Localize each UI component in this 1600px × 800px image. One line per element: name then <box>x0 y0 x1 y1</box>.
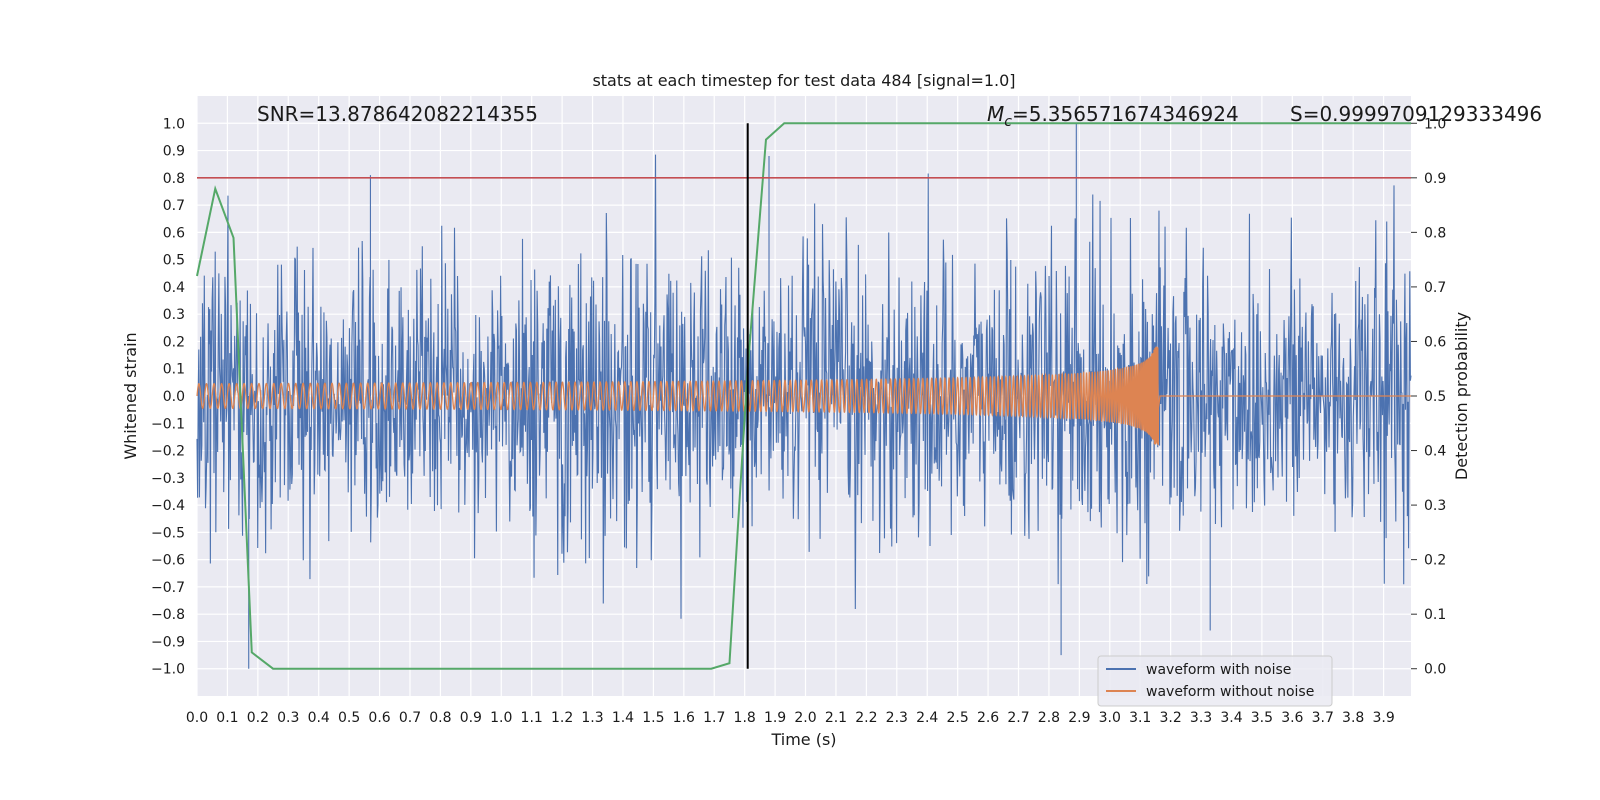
y-tick-label: 0.6 <box>163 225 185 241</box>
x-tick-label: 3.4 <box>1220 710 1242 726</box>
chirp-waveform-line <box>196 346 1411 446</box>
y2-tick-label: 0.3 <box>1424 498 1446 514</box>
x-tick-label: 1.4 <box>612 710 634 726</box>
x-tick-label: 0.3 <box>277 710 299 726</box>
noise-waveform-line <box>196 123 1412 669</box>
y2-axis-label: Detection probability <box>1452 312 1471 480</box>
x-tick-label: 3.7 <box>1312 710 1334 726</box>
y-tick-label: −0.8 <box>151 607 185 623</box>
x-tick-label: 1.6 <box>673 710 695 726</box>
x-tick-label: 3.6 <box>1281 710 1303 726</box>
legend-label-clean: waveform without noise <box>1146 684 1314 700</box>
y-tick-label: −0.3 <box>151 471 185 487</box>
y-tick-label: −0.9 <box>151 634 185 650</box>
y-tick-label: −0.4 <box>151 498 185 514</box>
y-tick-label: −0.5 <box>151 525 185 541</box>
y-tick-label: −0.1 <box>151 416 185 432</box>
x-ticks: 0.0 0.1 0.2 0.3 0.4 0.5 0.6 0.7 0.8 0.9 1.0 1.1 1.2 1… <box>186 710 1395 726</box>
x-tick-label: 1.7 <box>703 710 725 726</box>
series-waveform-with-noise <box>196 123 1412 669</box>
x-tick-label: 3.9 <box>1372 710 1394 726</box>
x-tick-label: 1.8 <box>734 710 756 726</box>
x-tick-label: 2.7 <box>1007 710 1029 726</box>
y2-tick-label: 0.1 <box>1424 607 1446 623</box>
y-axis-label: Whitened strain <box>121 332 140 459</box>
y2-tick-label: 0.5 <box>1424 389 1446 405</box>
x-tick-label: 0.1 <box>216 710 238 726</box>
y-tick-label: 0.4 <box>163 280 185 296</box>
y-tick-label: 0.0 <box>163 389 185 405</box>
legend-label-noise: waveform with noise <box>1146 662 1291 678</box>
y2-tick-label: 0.6 <box>1424 334 1446 350</box>
x-tick-label: 0.8 <box>429 710 451 726</box>
x-tick-label: 2.4 <box>916 710 938 726</box>
chirp-mass-annotation: Mc=5.356571674346924 <box>987 102 1239 130</box>
x-axis-label: Time (s) <box>770 730 836 749</box>
legend: waveform with noise waveform without noi… <box>1097 655 1333 707</box>
x-tick-label: 0.9 <box>460 710 482 726</box>
y2-tick-label: 0.4 <box>1424 444 1446 460</box>
chart-title: stats at each timestep for test data 484… <box>592 71 1015 90</box>
y-tick-label: 0.5 <box>163 253 185 269</box>
detection-probability-line <box>196 122 1411 670</box>
x-tick-label: 0.2 <box>247 710 269 726</box>
y2-ticks: 1.0 0.9 0.8 0.7 0.6 0.5 0.4 0.3 0.2 0.1 0.0 <box>1411 116 1446 678</box>
y-tick-label: −0.2 <box>151 444 185 460</box>
x-tick-label: 1.9 <box>764 710 786 726</box>
y-tick-label: 0.7 <box>163 198 185 214</box>
x-tick-label: 0.0 <box>186 710 208 726</box>
x-tick-label: 3.8 <box>1342 710 1364 726</box>
y2-tick-label: 0.9 <box>1424 171 1446 187</box>
y2-tick-label: 0.0 <box>1424 662 1446 678</box>
x-tick-label: 0.4 <box>308 710 330 726</box>
x-tick-label: 0.7 <box>399 710 421 726</box>
series-waveform-without-noise <box>196 346 1411 446</box>
x-tick-label: 1.0 <box>490 710 512 726</box>
y2-tick-label: 0.7 <box>1424 280 1446 296</box>
x-tick-label: 3.0 <box>1099 710 1121 726</box>
x-tick-label: 2.1 <box>825 710 847 726</box>
x-tick-label: 2.5 <box>947 710 969 726</box>
s-annotation: S=0.9999709129333496 <box>1290 102 1542 126</box>
x-tick-label: 0.6 <box>368 710 390 726</box>
x-tick-label: 1.5 <box>642 710 664 726</box>
x-tick-label: 2.6 <box>977 710 999 726</box>
chirp-mass-value: =5.356571674346924 <box>1012 102 1239 126</box>
x-tick-label: 2.3 <box>886 710 908 726</box>
y-tick-label: 0.3 <box>163 307 185 323</box>
y-tick-label: 1.0 <box>163 116 185 132</box>
series-detection-probability <box>196 122 1411 670</box>
y-tick-label: −0.6 <box>151 553 185 569</box>
chirp-mass-symbol: M <box>987 102 1004 126</box>
x-tick-label: 2.8 <box>1038 710 1060 726</box>
y-tick-label: −0.7 <box>151 580 185 596</box>
y2-tick-label: 1.0 <box>1424 116 1446 132</box>
y2-tick-label: 0.8 <box>1424 225 1446 241</box>
legend-box <box>1097 655 1333 707</box>
x-tick-label: 2.2 <box>855 710 877 726</box>
y-tick-label: 0.8 <box>163 171 185 187</box>
y-tick-label: 0.2 <box>163 334 185 350</box>
x-tick-label: 2.0 <box>794 710 816 726</box>
x-tick-label: 3.5 <box>1251 710 1273 726</box>
y2-tick-label: 0.2 <box>1424 553 1446 569</box>
x-tick-label: 2.9 <box>1068 710 1090 726</box>
x-tick-label: 1.2 <box>551 710 573 726</box>
y-tick-label: −1.0 <box>151 662 185 678</box>
x-tick-label: 1.1 <box>521 710 543 726</box>
x-tick-label: 3.1 <box>1129 710 1151 726</box>
snr-annotation: SNR=13.878642082214355 <box>257 102 538 126</box>
x-tick-label: 3.2 <box>1160 710 1182 726</box>
y-ticks: 1.0 0.9 0.8 0.7 0.6 0.5 0.4 0.3 0.2 0.1 0.0 −0.1 −0.… <box>151 116 185 677</box>
x-tick-label: 1.3 <box>581 710 603 726</box>
chirp-mass-subscript: c <box>1004 114 1012 130</box>
reference-lines <box>197 123 1411 669</box>
x-tick-label: 0.5 <box>338 710 360 726</box>
x-tick-label: 3.3 <box>1190 710 1212 726</box>
y-tick-label: 0.1 <box>163 362 185 378</box>
y-tick-label: 0.9 <box>163 144 185 160</box>
